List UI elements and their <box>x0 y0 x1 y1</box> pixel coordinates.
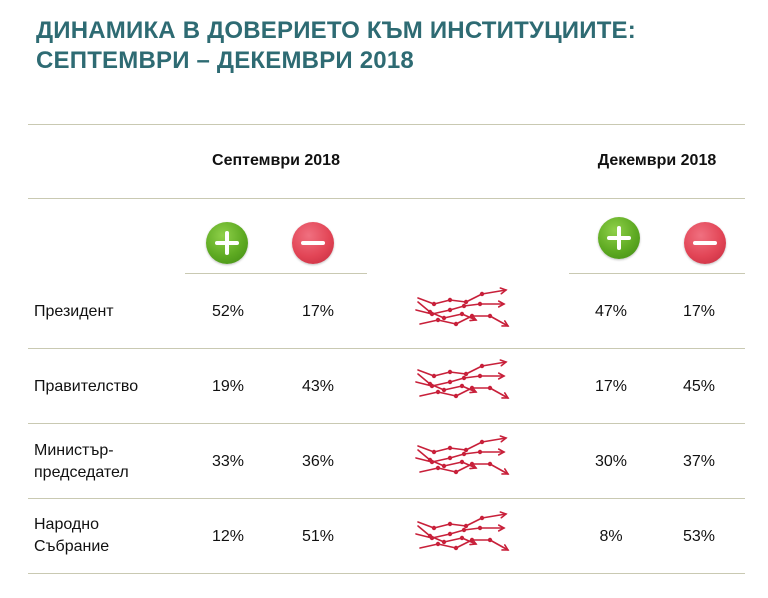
september-negative-value: 51% <box>301 528 335 545</box>
row-divider <box>28 348 745 349</box>
september-positive-value: 19% <box>211 378 245 395</box>
september-negative-value: 36% <box>301 453 335 470</box>
row-label-line: Президент <box>34 303 114 320</box>
minus-icon <box>292 222 334 264</box>
december-negative-value: 53% <box>682 528 716 545</box>
row-label-line: председател <box>34 464 129 481</box>
title-line-1: ДИНАМИКА В ДОВЕРИЕТО КЪМ ИНСТИТУЦИИТЕ: <box>36 17 636 44</box>
september-positive-value: 52% <box>211 303 245 320</box>
december-positive-value: 17% <box>594 378 628 395</box>
trend-arrows-icon <box>415 435 510 475</box>
september-positive-value: 33% <box>211 453 245 470</box>
plus-icon <box>206 222 248 264</box>
title-line-2: СЕПТЕМВРИ – ДЕКЕМВРИ 2018 <box>36 47 414 74</box>
row-label-government: Правителство <box>34 376 138 398</box>
page-title: ДИНАМИКА В ДОВЕРИЕТО КЪМ ИНСТИТУЦИИТЕ: С… <box>36 16 636 76</box>
row-label-line: Народно <box>34 516 99 533</box>
divider-bottom <box>28 573 745 574</box>
trend-arrows-icon <box>415 359 510 399</box>
column-header-september: Септември 2018 <box>212 152 340 169</box>
divider-header <box>28 198 745 199</box>
minus-icon <box>684 222 726 264</box>
december-negative-value: 45% <box>682 378 716 395</box>
divider-december-subheader <box>569 273 745 274</box>
december-positive-value: 30% <box>594 453 628 470</box>
row-label-line: Правителство <box>34 378 139 395</box>
column-header-december: Декември 2018 <box>597 152 717 169</box>
row-label-president: Президент <box>34 301 114 323</box>
december-positive-value: 47% <box>594 303 628 320</box>
december-negative-value: 17% <box>682 303 716 320</box>
december-positive-value: 8% <box>599 528 623 545</box>
december-negative-value: 37% <box>682 453 716 470</box>
trend-arrows-icon <box>415 287 510 327</box>
september-negative-value: 17% <box>301 303 335 320</box>
row-label-line: Министър- <box>34 442 114 459</box>
divider-top <box>28 124 745 125</box>
row-divider <box>28 423 745 424</box>
divider-september-subheader <box>185 273 367 274</box>
plus-icon <box>598 217 640 259</box>
row-label-prime-minister: Министър- председател <box>34 440 129 484</box>
row-label-line: Събрание <box>34 538 110 555</box>
row-divider <box>28 498 745 499</box>
september-positive-value: 12% <box>211 528 245 545</box>
september-negative-value: 43% <box>301 378 335 395</box>
trend-arrows-icon <box>415 511 510 551</box>
row-label-parliament: Народно Събрание <box>34 514 109 558</box>
